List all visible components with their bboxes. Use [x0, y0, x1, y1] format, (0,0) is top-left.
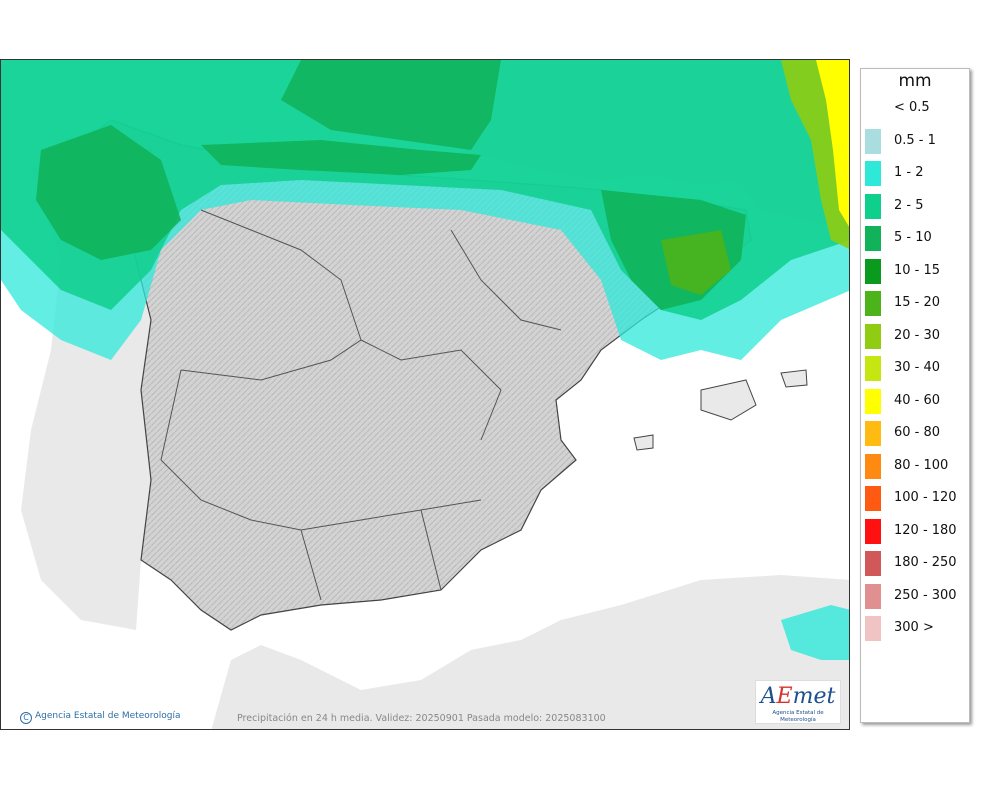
legend-label: 5 - 10 — [894, 230, 932, 245]
logo-subtitle: Agencia Estatal de Meteorología — [772, 710, 824, 723]
legend-item: 30 - 40 — [865, 356, 965, 381]
legend-item: 0.5 - 1 — [865, 128, 965, 154]
legend-swatch — [865, 291, 881, 316]
legend-label: 20 - 30 — [894, 327, 941, 343]
precip-algeria — [781, 605, 849, 660]
legend-item: 300 > — [865, 616, 965, 641]
legend-label: 80 - 100 — [894, 457, 949, 473]
legend-swatch — [865, 421, 881, 446]
region-borders — [160, 209, 562, 601]
precip-catalonia-core — [661, 230, 731, 295]
precip-galicia — [36, 125, 181, 260]
mallorca — [700, 379, 757, 421]
copyright-icon: C — [20, 712, 32, 724]
legend-item: < 0.5 — [865, 96, 965, 121]
precip-bay-of-biscay — [281, 60, 501, 150]
legend-label: 2 - 5 — [894, 197, 924, 213]
ibiza — [633, 434, 654, 451]
credit-text: Agencia Estatal de Meteorología — [35, 711, 181, 721]
legend-swatch — [865, 356, 881, 381]
legend-swatch — [865, 226, 881, 251]
legend-label: 120 - 180 — [894, 522, 957, 538]
map-canvas — [1, 60, 849, 729]
aemet-credit[interactable]: C Agencia Estatal de Meteorología — [20, 711, 181, 724]
aemet-logo: AEmet Agencia Estatal de Meteorología — [755, 680, 841, 724]
legend-swatch — [865, 551, 881, 576]
precipitation-map[interactable] — [0, 59, 850, 730]
legend-swatch — [865, 96, 881, 121]
legend-item: 10 - 15 — [865, 258, 965, 284]
legend-label: 15 - 20 — [894, 295, 941, 310]
legend-swatch — [865, 323, 881, 349]
legend-label: 30 - 40 — [894, 360, 941, 375]
legend-item: 60 - 80 — [865, 421, 965, 446]
legend-label: 60 - 80 — [894, 425, 941, 440]
legend-label: < 0.5 — [894, 100, 930, 115]
legend-label: 180 - 250 — [894, 555, 957, 570]
legend-item: 40 - 60 — [865, 388, 965, 414]
legend-label: 0.5 - 1 — [894, 132, 936, 148]
precipitation-legend: mm < 0.5 0.5 - 1 1 - 2 2 - 5 5 - 10 10 - 15 15… — [860, 68, 970, 723]
legend-swatch — [865, 258, 881, 284]
legend-item: 5 - 10 — [865, 226, 965, 251]
legend-swatch — [865, 161, 881, 186]
legend-item: 250 - 300 — [865, 583, 965, 609]
legend-label: 250 - 300 — [894, 587, 957, 603]
legend-swatch — [865, 583, 881, 609]
legend-label: 300 > — [894, 620, 934, 635]
legend-item: 20 - 30 — [865, 323, 965, 349]
legend-item: 2 - 5 — [865, 193, 965, 219]
precip-cantabria — [201, 140, 481, 175]
legend-swatch — [865, 453, 881, 479]
legend-label: 100 - 120 — [894, 490, 957, 505]
legend-swatch — [865, 388, 881, 414]
legend-item: 80 - 100 — [865, 453, 965, 479]
legend-swatch — [865, 128, 881, 154]
legend-item: 100 - 120 — [865, 486, 965, 511]
legend-swatch — [865, 616, 881, 641]
legend-unit: mm — [898, 71, 932, 91]
legend-item: 120 - 180 — [865, 518, 965, 544]
legend-item: 180 - 250 — [865, 551, 965, 576]
logo-wordmark: AEmet — [760, 684, 836, 709]
precip-east-max — [816, 60, 849, 227]
map-caption: Precipitación en 24 h media. Validez: 20… — [237, 713, 606, 724]
legend-label: 10 - 15 — [894, 262, 941, 278]
legend-label: 1 - 2 — [894, 165, 924, 180]
legend-item: 1 - 2 — [865, 161, 965, 186]
legend-label: 40 - 60 — [894, 392, 941, 408]
menorca — [780, 369, 808, 388]
legend-item: 15 - 20 — [865, 291, 965, 316]
legend-swatch — [865, 486, 881, 511]
legend-swatch — [865, 518, 881, 544]
africa-land — [211, 575, 849, 729]
legend-swatch — [865, 193, 881, 219]
